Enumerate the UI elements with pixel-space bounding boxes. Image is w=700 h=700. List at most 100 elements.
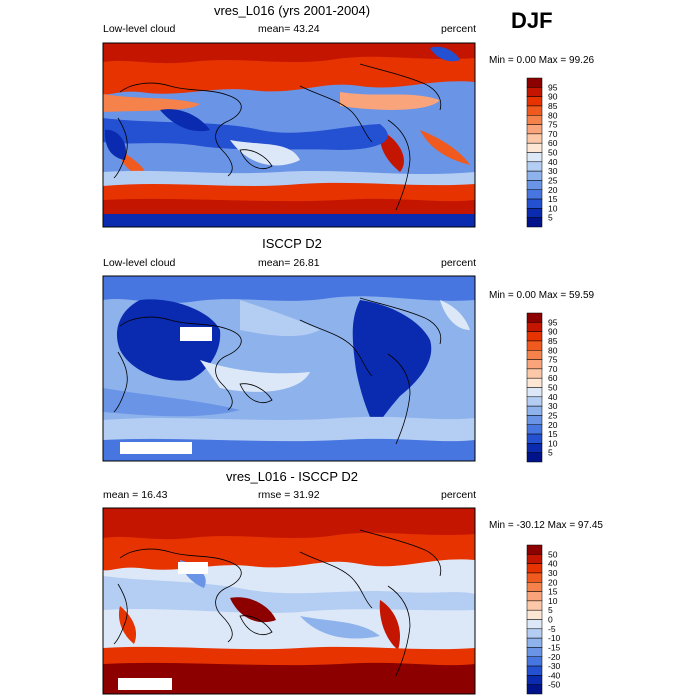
panel2-right-label: percent — [441, 257, 477, 269]
colorbar1-tick-label: 60 — [548, 138, 558, 148]
colorbar2-tick-label: 20 — [548, 420, 558, 430]
colorbar2-tick-label: 90 — [548, 327, 558, 337]
colorbar1-tick-label: 10 — [548, 203, 558, 213]
colorbar3-tick-label: 10 — [548, 596, 558, 606]
colorbar1-box — [526, 217, 543, 228]
panel3-center-label: rmse = 31.92 — [258, 489, 320, 501]
panel3-left-label: mean = 16.43 — [103, 489, 168, 501]
colorbar3-tick-label: 50 — [548, 549, 558, 559]
colorbar2-tick-label: 95 — [548, 317, 558, 327]
colorbar3-tick-label: -10 — [548, 633, 561, 643]
panel2-missing-data-south — [120, 442, 192, 454]
colorbar3-tick-label: 0 — [548, 615, 553, 625]
colorbar2-box — [526, 340, 543, 351]
colorbar2-box — [526, 443, 543, 453]
colorbar3-box — [526, 600, 543, 611]
colorbar1-tick-label: 85 — [548, 101, 558, 111]
colorbar2-box — [526, 424, 543, 435]
colorbar2-box — [526, 405, 543, 416]
colorbar1-tick-label: 95 — [548, 82, 558, 92]
colorbar2-box — [526, 350, 543, 360]
colorbar3-box — [526, 582, 543, 592]
panel3-title: vres_L016 - ISCCP D2 — [226, 469, 358, 484]
colorbar1-box — [526, 189, 543, 200]
colorbar2-tick-label: 25 — [548, 410, 558, 420]
colorbar1-box — [526, 96, 543, 107]
colorbar3-box — [526, 619, 543, 630]
season-label: DJF — [511, 8, 553, 33]
panel2-center-label: mean= 26.81 — [258, 257, 320, 269]
panel3-map — [103, 508, 475, 694]
colorbar1-box — [526, 170, 543, 181]
colorbar2-box — [526, 312, 543, 323]
colorbar1-tick-label: 20 — [548, 185, 558, 195]
panel2-coastlines — [113, 297, 442, 445]
colorbar1-tick-label: 90 — [548, 92, 558, 102]
colorbar1-tick-label: 75 — [548, 120, 558, 130]
colorbar2-box — [526, 359, 543, 370]
colorbar2-box — [526, 396, 543, 407]
panel3-coastlines — [113, 529, 442, 677]
colorbar3-tick-label: -50 — [548, 680, 561, 690]
colorbar3-box — [526, 609, 543, 620]
colorbar3-box — [526, 563, 543, 574]
panel1-map — [103, 43, 475, 227]
colorbar2-tick-label: 75 — [548, 355, 558, 365]
colorbar1-box — [526, 115, 543, 125]
colorbar1-tick-label: 25 — [548, 175, 558, 185]
colorbar3-box — [526, 647, 543, 658]
colorbar3-tick-label: 15 — [548, 587, 558, 597]
colorbar1-tick-label: 80 — [548, 110, 558, 120]
panel2-missing-data — [180, 327, 212, 341]
colorbar3-box — [526, 675, 543, 685]
panel2-left-label: Low-level cloud — [103, 257, 176, 269]
panel2-frame — [102, 275, 476, 462]
colorbar3-box — [526, 684, 543, 695]
colorbar3-box — [526, 637, 543, 648]
colorbar3-box — [526, 544, 543, 555]
panel2-title: ISCCP D2 — [262, 236, 322, 251]
colorbar1-box — [526, 142, 543, 153]
colorbar2-box — [526, 368, 543, 379]
colorbar3-tick-label: 5 — [548, 605, 553, 615]
colorbar1-tick-label: 5 — [548, 213, 553, 223]
panel1-coastlines — [113, 63, 442, 211]
colorbar1-tick-label: 30 — [548, 166, 558, 176]
colorbar2-tick-label: 40 — [548, 392, 558, 402]
colorbar3-tick-label: 30 — [548, 568, 558, 578]
panel1-right-label: percent — [441, 23, 477, 35]
colorbar1-box — [526, 105, 543, 116]
colorbar3-tick-label: 20 — [548, 577, 558, 587]
panel1-frame — [102, 42, 476, 228]
colorbar2-box — [526, 433, 543, 444]
colorbar3-tick-label: -20 — [548, 652, 561, 662]
colorbar1-box — [526, 77, 543, 88]
panel1-stats: Min = 0.00 Max = 99.26 — [489, 55, 595, 66]
colorbar3-tick-label: -40 — [548, 670, 561, 680]
colorbar2-box — [526, 331, 543, 342]
colorbar3-box — [526, 591, 543, 602]
colorbar1-box — [526, 124, 543, 135]
colorbars: 9590858075706050403025201510595908580757… — [526, 77, 561, 695]
colorbar2-tick-label: 30 — [548, 401, 558, 411]
colorbar2-box — [526, 377, 543, 388]
colorbar2-tick-label: 80 — [548, 345, 558, 355]
colorbar1-box — [526, 208, 543, 218]
colorbar1-box — [526, 161, 543, 172]
colorbar2-tick-label: 85 — [548, 336, 558, 346]
colorbar3-box — [526, 554, 543, 564]
colorbar2-box — [526, 322, 543, 332]
colorbar3-box — [526, 628, 543, 639]
colorbar3-box — [526, 665, 543, 676]
panel2-stats: Min = 0.00 Max = 59.59 — [489, 290, 595, 301]
panel3-frame — [102, 507, 476, 695]
panel3-missing-data-south — [118, 678, 172, 690]
colorbar1-tick-label: 15 — [548, 194, 558, 204]
panel2-map — [103, 276, 475, 461]
panel3-stats: Min = -30.12 Max = 97.45 — [489, 520, 603, 531]
colorbar1-tick-label: 50 — [548, 148, 558, 158]
colorbar2-tick-label: 10 — [548, 438, 558, 448]
colorbar1-tick-label: 70 — [548, 129, 558, 139]
